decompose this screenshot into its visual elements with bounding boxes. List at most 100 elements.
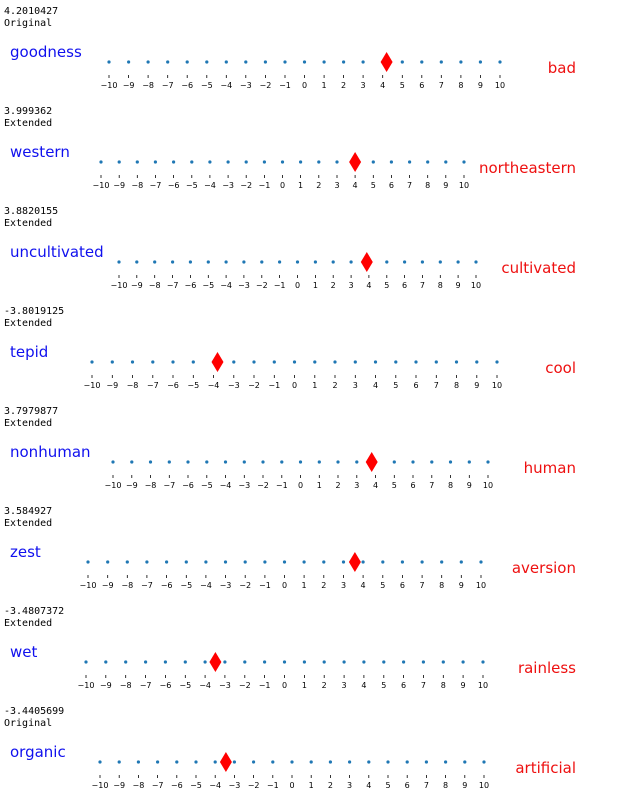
scale-dot [342,660,346,664]
right-word: rainless [518,659,576,677]
scale-dot [104,660,108,664]
tick-label: −8 [131,181,143,190]
tick-label: 9 [443,181,448,190]
tick-label: 3 [347,781,352,790]
tick-label: −7 [163,481,175,490]
tick-label: −9 [106,381,118,390]
tick-label: −1 [279,81,291,90]
tick-label: −1 [268,381,280,390]
scale-dot [171,360,175,364]
tick-label: 5 [385,781,390,790]
tick-label: 5 [371,181,376,190]
value-readout: -3.8019125 [4,306,64,317]
tick-label: 9 [462,781,467,790]
tick-label: 0 [282,681,287,690]
tick-label: −5 [187,381,199,390]
scale-dot [127,60,131,64]
tick-label: −7 [147,381,159,390]
scale-dot [333,360,337,364]
scale-dot [367,760,371,764]
tick-label: 1 [298,181,303,190]
tick-label: −6 [182,481,194,490]
tick-label: 1 [309,781,314,790]
tick-label: 3 [361,81,366,90]
value-marker [380,52,393,72]
tick-label: 4 [380,81,385,90]
value-readout: -3.4807372 [4,606,64,617]
tick-label: 3 [349,281,354,290]
scale-dot [252,360,256,364]
scale-dot [130,460,134,464]
value-marker [211,352,224,372]
value-marker [349,152,362,172]
value-marker [365,452,378,472]
scale-dot [439,60,443,64]
tick-label: 6 [405,781,410,790]
tick-label: −8 [149,281,161,290]
scale-dot [295,260,300,264]
right-word: northeastern [479,159,576,177]
tick-label: 10 [459,181,469,190]
tick-label: 10 [495,81,505,90]
tick-label: −10 [111,281,128,290]
tick-label: 0 [298,481,303,490]
scale-dot [475,360,479,364]
tick-label: 1 [313,281,318,290]
value-marker [348,552,361,572]
scale-dot [402,660,406,664]
scale-dot [302,660,306,664]
scale-dot [282,660,287,664]
tick-label: 8 [425,181,430,190]
scale-dot [467,460,471,464]
scale-dot [371,160,375,164]
tick-label: 0 [295,281,300,290]
tick-label: −7 [150,181,162,190]
scale-dot [454,360,459,364]
source-label: Extended [4,218,52,229]
scale-dot [420,260,424,264]
value-readout: -3.4405699 [4,706,64,717]
scale-dot [263,560,267,564]
tick-label: −4 [199,681,211,690]
scale-dot [263,60,267,64]
left-word: uncultivated [10,243,104,261]
scale-dot [290,760,294,764]
left-word: wet [10,643,37,661]
scale-dot [84,660,88,664]
scale-dot [175,760,179,764]
tick-label: 7 [434,381,439,390]
scale-dot [223,460,228,464]
value-marker [219,752,232,772]
tick-label: 9 [459,581,464,590]
source-label: Extended [4,118,52,129]
scale-dot [163,660,167,664]
tick-label: 5 [381,681,386,690]
scale-dot [110,360,114,364]
tick-label: 6 [400,581,405,590]
tick-label: −4 [220,81,232,90]
scale-dot [204,560,208,564]
scale-dot [107,60,111,64]
tick-label: −3 [238,281,250,290]
tick-label: 2 [331,281,336,290]
scale-dot [203,660,207,664]
tick-label: −9 [113,781,125,790]
tick-label: −2 [240,181,252,190]
tick-label: −6 [171,781,183,790]
tick-label: 0 [289,781,294,790]
tick-label: −9 [100,681,112,690]
scale-dot [328,760,332,764]
tick-label: 2 [328,781,333,790]
tick-label: 6 [402,281,407,290]
tick-label: 3 [342,681,347,690]
scale-dot [463,760,467,764]
value-readout: 3.7979877 [4,406,58,417]
scale-dot [165,560,169,564]
tick-label: −3 [219,681,231,690]
tick-label: −2 [248,381,260,390]
scale-dot [90,360,94,364]
tick-label: 1 [322,81,327,90]
tick-label: 2 [321,581,326,590]
tick-label: −5 [202,281,214,290]
tick-label: −1 [274,281,286,290]
